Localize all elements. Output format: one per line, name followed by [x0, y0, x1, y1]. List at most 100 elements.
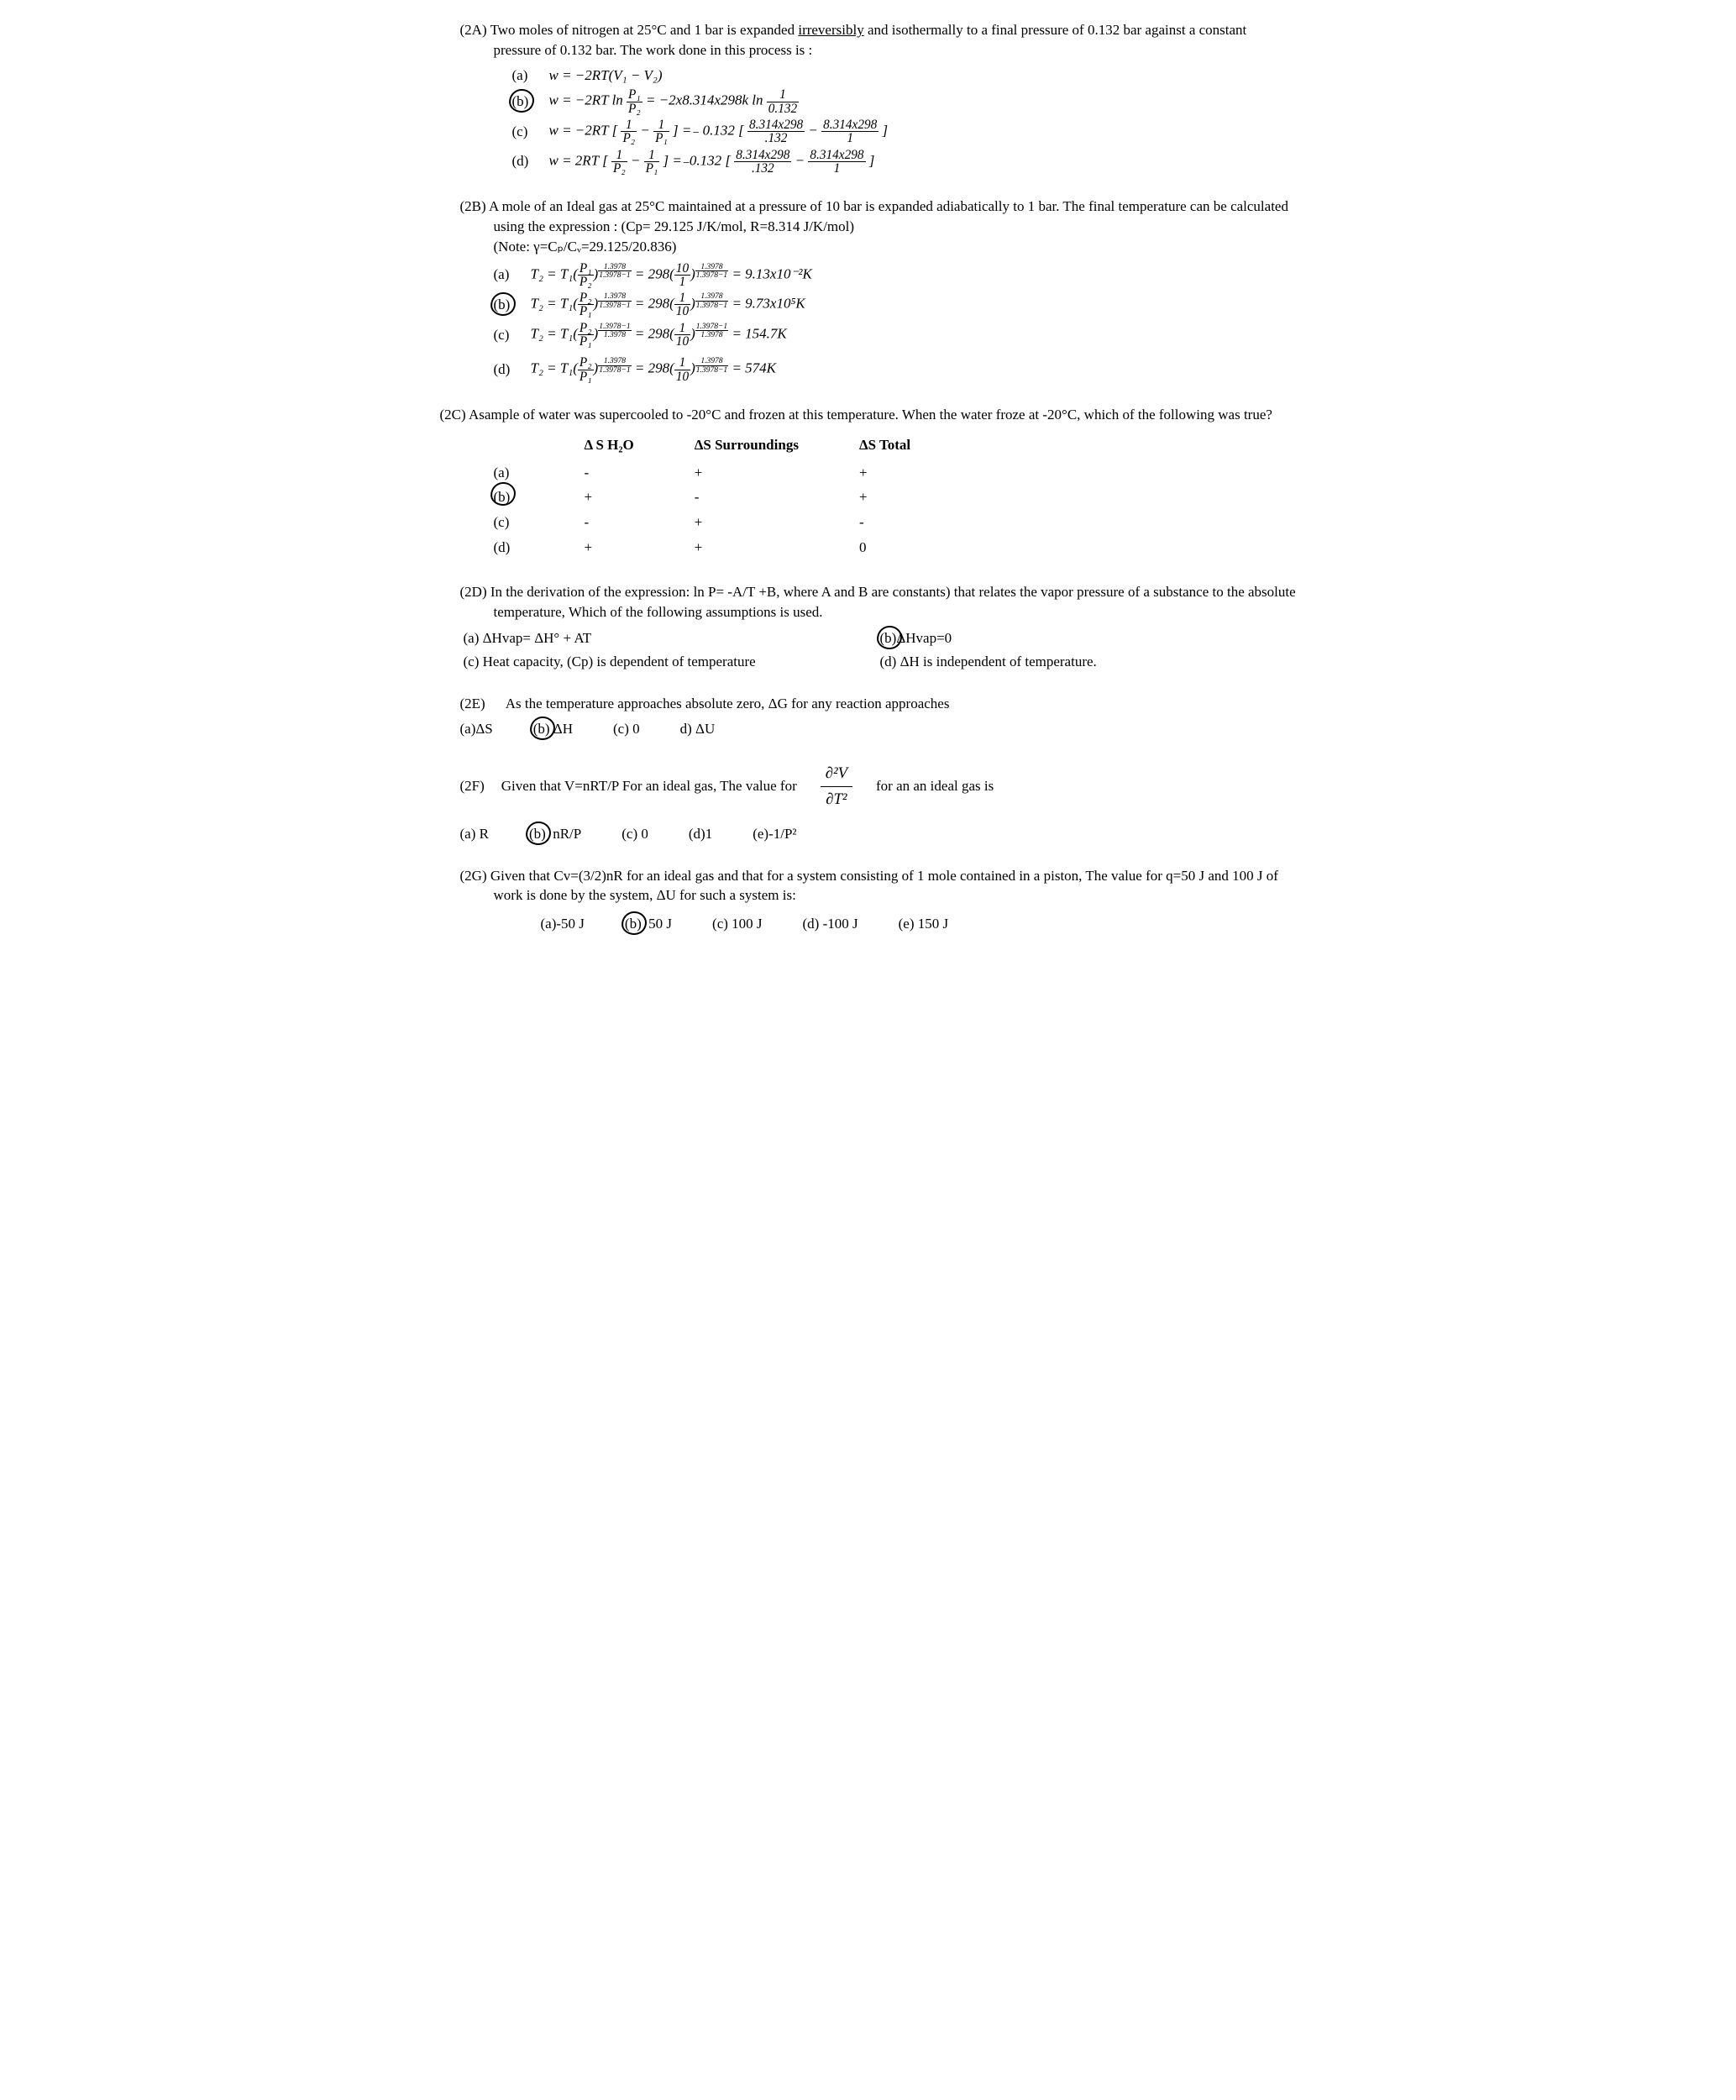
table-row: (c)-+- [494, 510, 941, 535]
q2c-row-a-tag: (a) [494, 460, 554, 486]
question-2e: (2E) As the temperature approaches absol… [440, 694, 1297, 739]
q2b-c-eq: T₂ = T₁(P₂P₁)1.3978−11.3978 = 298(110)1.… [531, 322, 787, 349]
q2a-opt-a: (a) w = −2RT(V₁ − V₂) [512, 66, 1297, 86]
table-row: (b)+-+ [494, 485, 941, 510]
q2c-head: (2C) Asample of water was supercooled to… [440, 405, 1297, 425]
q2a-c-mid: =₋ 0.132 [682, 123, 735, 139]
q2f-opt-b: (b) nR/P [529, 824, 581, 844]
q2e-options: (a)ΔS (b)ΔH (c) 0 d) ΔU [460, 719, 1297, 739]
q2c-row-c-tag: (c) [494, 510, 554, 535]
q2e-text: As the temperature approaches absolute z… [506, 694, 950, 714]
q2f-label: (2F) [460, 776, 485, 796]
q2e-label: (2E) [460, 694, 485, 714]
q2d-opt-c: (c) Heat capacity, (Cp) is dependent of … [464, 652, 880, 672]
q2g-opt-a: (a)-50 J [541, 914, 585, 934]
q2d-opt-d: (d) ΔH is independent of temperature. [880, 652, 1297, 672]
q2b-d-tag: (d) [494, 360, 517, 380]
q2c-table-header: Δ S H₂O ΔS Surroundings ΔS Total [494, 432, 941, 460]
q2b-label: (2B) [460, 198, 486, 214]
q2b-opt-b: (b) T₂ = T₁(P₂P₁)1.39781.3978−1 = 298(11… [494, 291, 1297, 318]
q2c-table: Δ S H₂O ΔS Surroundings ΔS Total (a)-++ … [494, 432, 941, 560]
q2b-b-tag: (b) [494, 295, 517, 315]
q2d-options: (a) ΔHvap= ΔH° + AT (b)ΔHvap=0 (c) Heat … [464, 628, 1297, 672]
q2c-row-d-tag: (d) [494, 535, 554, 560]
q2a-b-f2: 10.132 [767, 88, 799, 115]
q2c-h3: ΔS Total [829, 432, 941, 460]
q2a-c-lhs: w = −2RT [549, 123, 609, 139]
q2a-c-tag: (c) [512, 122, 536, 142]
q2a-text-underlined: irreversibly [798, 22, 863, 38]
q2g-opt-d: (d) -100 J [803, 914, 858, 934]
q2g-head: (2G) Given that Cv=(3/2)nR for an ideal … [460, 866, 1297, 906]
q2e-opt-b: (b)ΔH [533, 719, 573, 739]
q2b-opt-a: (a) T₂ = T₁(P₁P₂)1.39781.3978−1 = 298(10… [494, 262, 1297, 289]
q2d-label: (2D) [460, 584, 487, 600]
q2f-opt-c: (c) 0 [621, 824, 648, 844]
q2g-opt-b: (b) 50 J [625, 914, 672, 934]
q2a-label: (2A) [460, 22, 487, 38]
q2g-options: (a)-50 J (b) 50 J (c) 100 J (d) -100 J (… [541, 914, 1297, 934]
q2b-a-tag: (a) [494, 265, 517, 285]
q2b-options: (a) T₂ = T₁(P₁P₂)1.39781.3978−1 = 298(10… [494, 262, 1297, 383]
q2e-head: (2E) As the temperature approaches absol… [440, 694, 1297, 714]
q2f-opt-d: (d)1 [689, 824, 712, 844]
q2a-c-eq: w = −2RT [ 1P₂ − 1P₁ ] =₋ 0.132 [ 8.314x… [549, 118, 889, 145]
table-row: (d)++0 [494, 535, 941, 560]
q2g-label: (2G) [460, 868, 487, 884]
q2f-opt-a: (a) R [460, 824, 489, 844]
q2g-text: Given that Cv=(3/2)nR for an ideal gas a… [490, 868, 1278, 904]
q2d-opt-a: (a) ΔHvap= ΔH° + AT [464, 628, 880, 648]
q2a-opt-b: (b) w = −2RT ln P₁P₂ = −2x8.314x298k ln … [512, 88, 1297, 115]
q2g-opt-c: (c) 100 J [712, 914, 762, 934]
q2d-opt-b: (b)ΔHvap=0 [880, 628, 1297, 648]
q2a-options: (a) w = −2RT(V₁ − V₂) (b) w = −2RT ln P₁… [512, 66, 1297, 176]
q2g-opt-e: (e) 150 J [899, 914, 948, 934]
q2a-text1: Two moles of nitrogen at 25°C and 1 bar … [490, 22, 799, 38]
question-2g: (2G) Given that Cv=(3/2)nR for an ideal … [440, 866, 1297, 934]
q2b-c-tag: (c) [494, 325, 517, 345]
q2c-h2: ΔS Surroundings [664, 432, 829, 460]
q2c-label: (2C) [440, 407, 466, 423]
q2a-head: (2A) Two moles of nitrogen at 25°C and 1… [460, 20, 1297, 60]
q2f-text1: Given that V=nRT/P For an ideal gas, The… [501, 776, 797, 796]
q2a-d-eq: w = 2RT [ 1P₂ − 1P₁ ] =₋0.132 [ 8.314x29… [549, 149, 875, 176]
q2a-a-tag: (a) [512, 66, 536, 86]
q2f-text2: for an an ideal gas is [876, 776, 994, 796]
question-2b: (2B) A mole of an Ideal gas at 25°C main… [440, 197, 1297, 383]
q2b-d-eq: T₂ = T₁(P₂P₁)1.39781.3978−1 = 298(110)1.… [531, 356, 777, 383]
q2c-row-b-tag: (b) [494, 485, 554, 510]
q2a-b-tag: (b) [512, 92, 536, 112]
q2a-b-mid: = −2x8.314x298k ln [646, 92, 763, 108]
q2c-text: Asample of water was supercooled to -20°… [469, 407, 1272, 423]
q2a-opt-d: (d) w = 2RT [ 1P₂ − 1P₁ ] =₋0.132 [ 8.31… [512, 149, 1297, 176]
q2a-d-mid: =₋0.132 [672, 152, 721, 168]
q2a-b-f1: P₁P₂ [627, 88, 642, 115]
q2f-options: (a) R (b) nR/P (c) 0 (d)1 (e)-1/P² [460, 824, 1297, 844]
table-row: (a)-++ [494, 460, 941, 486]
q2c-h1: Δ S H₂O [554, 432, 664, 460]
q2e-opt-a: (a)ΔS [460, 719, 493, 739]
q2a-d-tag: (d) [512, 151, 536, 171]
q2a-opt-c: (c) w = −2RT [ 1P₂ − 1P₁ ] =₋ 0.132 [ 8.… [512, 118, 1297, 145]
question-2f: (2F) Given that V=nRT/P For an ideal gas… [440, 761, 1297, 844]
q2d-head: (2D) In the derivation of the expression… [460, 582, 1297, 622]
q2b-a-eq: T₂ = T₁(P₁P₂)1.39781.3978−1 = 298(101)1.… [531, 262, 812, 289]
q2b-text: A mole of an Ideal gas at 25°C maintaine… [489, 198, 1288, 234]
q2a-a-eq: w = −2RT(V₁ − V₂) [549, 66, 663, 86]
q2f-head: (2F) Given that V=nRT/P For an ideal gas… [460, 761, 1297, 812]
q2b-b-eq: T₂ = T₁(P₂P₁)1.39781.3978−1 = 298(110)1.… [531, 291, 805, 318]
q2a-d-lhs: w = 2RT [549, 152, 599, 168]
q2a-b-eq: w = −2RT ln P₁P₂ = −2x8.314x298k ln 10.1… [549, 88, 800, 115]
question-2c: (2C) Asample of water was supercooled to… [440, 405, 1297, 560]
question-2d: (2D) In the derivation of the expression… [440, 582, 1297, 672]
q2e-opt-d: d) ΔU [680, 719, 716, 739]
question-2a: (2A) Two moles of nitrogen at 25°C and 1… [440, 20, 1297, 175]
q2b-head: (2B) A mole of an Ideal gas at 25°C main… [460, 197, 1297, 237]
q2b-note: (Note: γ=Cₚ/Cᵥ=29.125/20.836) [494, 237, 1297, 257]
q2f-opt-e: (e)-1/P² [753, 824, 796, 844]
q2f-fraction: ∂²V∂T² [821, 761, 852, 812]
q2e-opt-c: (c) 0 [613, 719, 640, 739]
q2b-opt-c: (c) T₂ = T₁(P₂P₁)1.3978−11.3978 = 298(11… [494, 322, 1297, 349]
q2b-opt-d: (d) T₂ = T₁(P₂P₁)1.39781.3978−1 = 298(11… [494, 356, 1297, 383]
q2a-b-lhs: w = −2RT ln [549, 92, 623, 108]
